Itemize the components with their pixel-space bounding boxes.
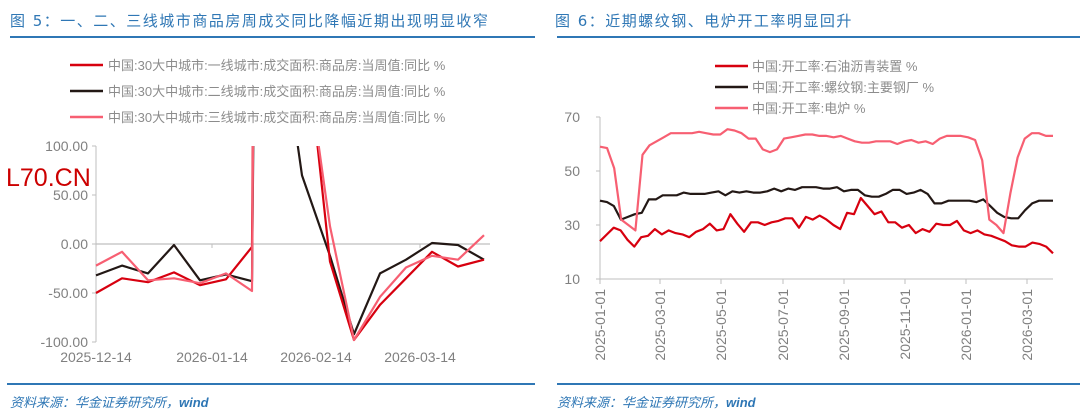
y-tick-label: 0.00 (61, 236, 88, 252)
x-tick-label: 2026-02-14 (280, 349, 352, 365)
legend-item: 中国:30大中城市:二线城市:成交面积:商品房:当周值:同比 % (70, 84, 446, 99)
y-tick-label: 50.00 (53, 187, 88, 203)
source-note: 资料来源：华金证券研究所，wind (557, 392, 756, 411)
source-divider (557, 383, 1080, 385)
x-tick-label: 2025-12-14 (60, 349, 132, 365)
figure-5-chart: 中国:30大中城市:一线城市:成交面积:商品房:当周值:同比 % 中国:30大中城… (41, 58, 490, 365)
y-tick-label: 100.00 (45, 138, 88, 154)
source-text: 资料来源：华金证券研究所， (10, 396, 180, 411)
figure-6-panel: 图 6：近期螺纹钢、电炉开工率明显回升 资料来源：华金证券研究所，wind (545, 0, 1080, 414)
title-divider (557, 36, 1080, 38)
source-note: 资料来源：华金证券研究所，wind (10, 392, 209, 411)
legend-item: 中国:30大中城市:一线城市:成交面积:商品房:当周值:同比 % (70, 58, 446, 73)
x-tick-label: 2026-03-14 (384, 349, 456, 365)
legend-label: 中国:30大中城市:二线城市:成交面积:商品房:当周值:同比 % (108, 84, 446, 99)
x-tick-label: 2026-01-14 (176, 349, 248, 365)
legend-label: 中国:30大中城市:一线城市:成交面积:商品房:当周值:同比 % (108, 58, 446, 73)
source-divider (7, 383, 535, 385)
legend-label: 中国:30大中城市:三线城市:成交面积:商品房:当周值:同比 % (108, 110, 446, 125)
source-brand: wind (179, 395, 209, 410)
figure-5-panel: 图 5：一、二、三线城市商品房周成交同比降幅近期出现明显收窄 中国:30大中城市… (6, 12, 535, 411)
legend-item: 中国:30大中城市:三线城市:成交面积:商品房:当周值:同比 % (70, 110, 446, 125)
watermark: L70.CN (6, 164, 91, 192)
source-text: 资料来源：华金证券研究所， (557, 396, 727, 411)
title-divider (10, 36, 535, 38)
y-tick-label: -50.00 (48, 285, 88, 301)
series-line (95, 146, 485, 342)
y-tick-label: -100.00 (41, 334, 89, 350)
series-line (95, 146, 485, 342)
figure-5-title: 图 5：一、二、三线城市商品房周成交同比降幅近期出现明显收窄 (10, 12, 490, 30)
source-brand: wind (726, 395, 756, 410)
series-line (95, 146, 485, 336)
figure-6-title: 图 6：近期螺纹钢、电炉开工率明显回升 (555, 12, 853, 30)
